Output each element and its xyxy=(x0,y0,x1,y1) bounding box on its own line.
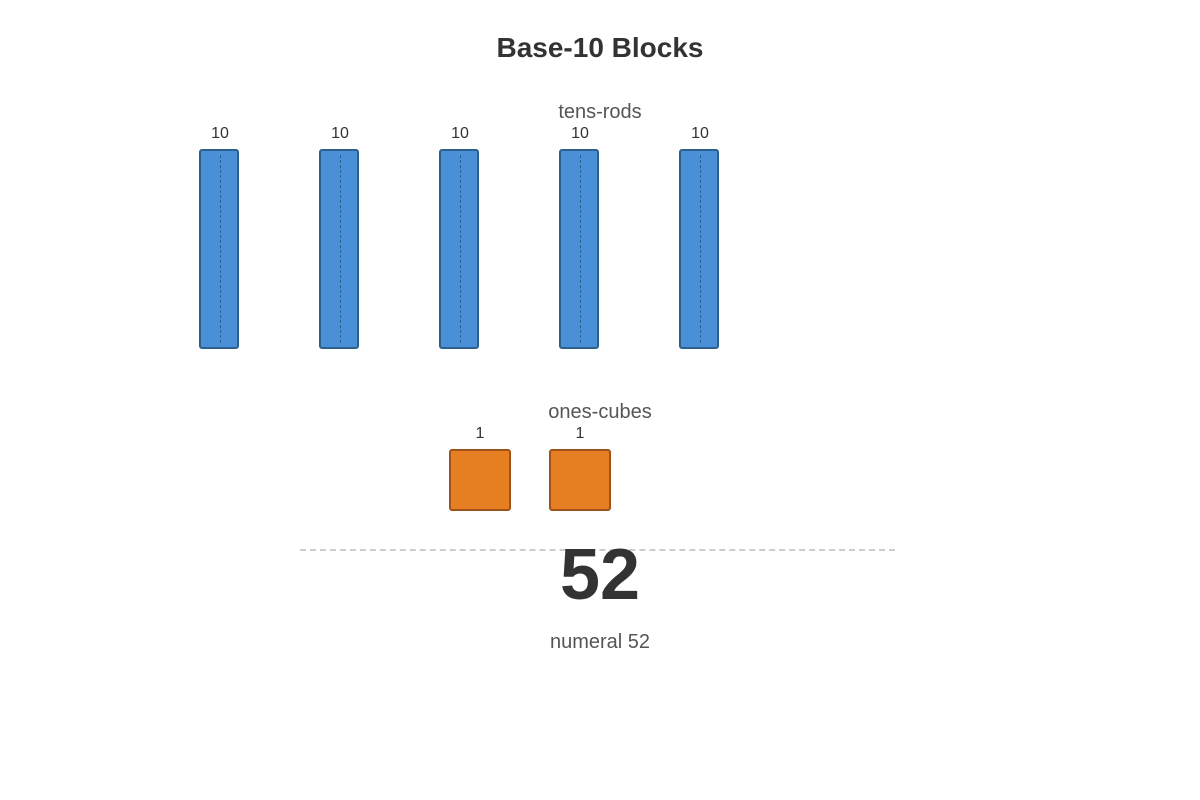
numeral-caption: numeral 52 xyxy=(549,631,651,653)
cube-value-label: 1 xyxy=(575,425,585,442)
rod-divider-line xyxy=(460,155,461,343)
ones-cube xyxy=(549,449,611,511)
rod-value-label: 10 xyxy=(451,125,469,142)
diagram-title: Base-10 Blocks xyxy=(496,32,704,63)
rod-divider-line xyxy=(700,155,701,343)
tens-rods-label: tens-rods xyxy=(558,101,642,123)
tens-rod xyxy=(319,149,359,349)
tens-rod xyxy=(679,149,719,349)
numeral-value: 52 xyxy=(559,535,641,615)
rod-value-label: 10 xyxy=(331,125,349,142)
tens-rod xyxy=(559,149,599,349)
rod-divider-line xyxy=(340,155,341,343)
rod-divider-line xyxy=(220,155,221,343)
rod-divider-line xyxy=(580,155,581,343)
rod-value-label: 10 xyxy=(691,125,709,142)
rod-value-label: 10 xyxy=(571,125,589,142)
cube-value-label: 1 xyxy=(475,425,485,442)
divider-line xyxy=(300,549,895,551)
rod-value-label: 10 xyxy=(211,125,229,142)
tens-rod xyxy=(199,149,239,349)
ones-cube xyxy=(449,449,511,511)
tens-rod xyxy=(439,149,479,349)
ones-cubes-label: ones-cubes xyxy=(548,401,652,423)
